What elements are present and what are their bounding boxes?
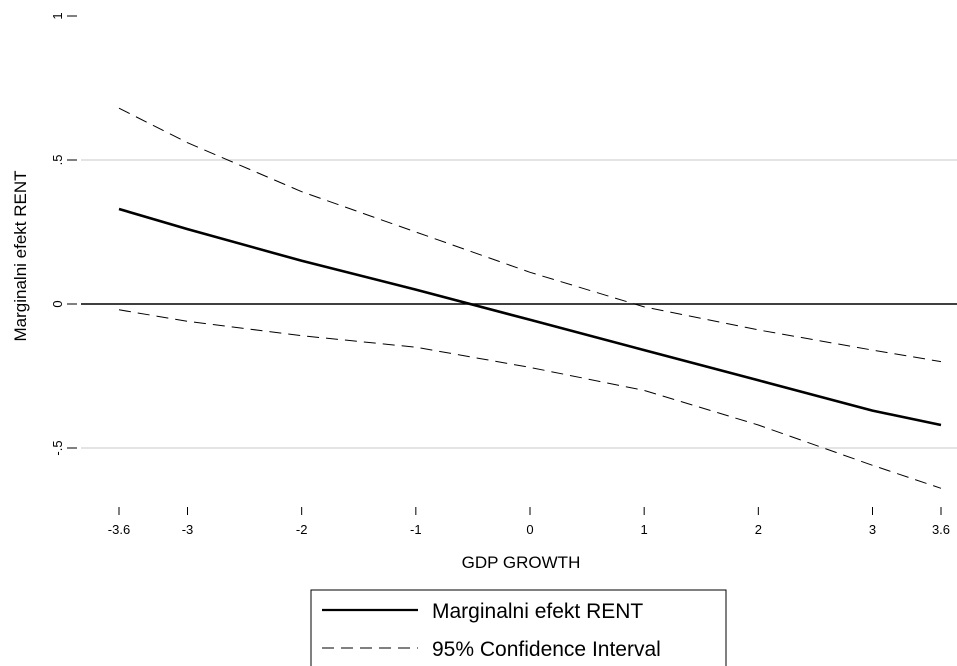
x-tick-label-0: -3.6 xyxy=(108,522,130,537)
x-axis-title: GDP GROWTH xyxy=(462,553,581,572)
x-tick-label-7: 3 xyxy=(869,522,876,537)
legend-label-estimate: Marginalni efekt RENT xyxy=(432,600,643,623)
x-tick-label-2: -2 xyxy=(296,522,308,537)
x-tick-label-4: 0 xyxy=(526,522,533,537)
y-tick-label-3: 1 xyxy=(50,12,65,19)
series-line-2 xyxy=(118,309,942,489)
y-tick-label-0: -.5 xyxy=(50,440,65,455)
x-tick-label-8: 3.6 xyxy=(932,522,950,537)
y-axis-title: Marginalni efekt RENT xyxy=(11,170,30,341)
legend-label-ci: 95% Confidence Interval xyxy=(432,638,661,661)
series-line-0 xyxy=(118,207,942,427)
x-tick-label-6: 2 xyxy=(755,522,762,537)
y-axis: -.5 0 .5 1 xyxy=(50,12,77,456)
x-tick-label-3: -1 xyxy=(410,522,422,537)
x-tick-label-5: 1 xyxy=(641,522,648,537)
legend: Marginalni efekt RENT 95% Confidence Int… xyxy=(310,589,727,666)
y-tick-label-1: 0 xyxy=(50,300,65,307)
series-lines xyxy=(118,107,942,489)
x-tick-label-1: -3 xyxy=(182,522,194,537)
x-axis: -3.6 -3 -2 -1 0 1 2 3 3.6 xyxy=(108,507,950,537)
y-tick-label-2: .5 xyxy=(50,155,65,166)
series-line-1 xyxy=(118,107,942,363)
legend-box xyxy=(310,589,727,666)
